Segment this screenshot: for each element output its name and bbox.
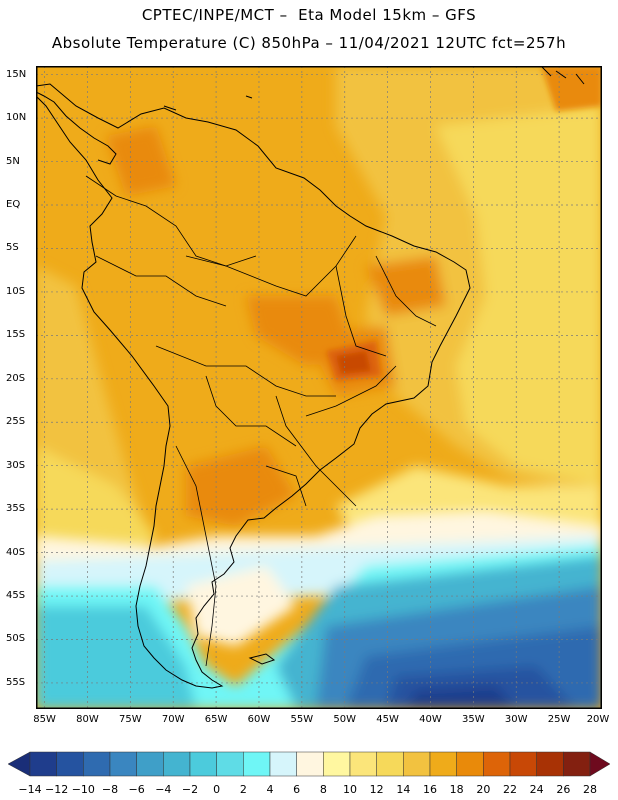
lon-label: 30W [504,714,528,725]
colorbar-high-arrow [589,751,611,777]
central-america-outline [36,91,117,165]
colorbar-swatch [456,751,484,777]
country-borders [85,175,437,667]
colorbar-swatch [216,751,244,777]
colorbar-swatch [269,751,297,777]
field-yellow-band [36,446,156,566]
lon-label: 80W [76,714,99,725]
lat-label: 5N [6,155,20,167]
lat-label: 10S [6,285,26,297]
lon-label: 70W [161,714,185,725]
colorbar-swatch [349,751,377,777]
chart-subtitle: Absolute Temperature (C) 850hPa – 11/04/… [51,34,567,52]
colorbar-label: 16 [423,783,437,796]
colorbar-label: 0 [213,783,221,796]
caribbean-islands [163,66,585,111]
lat-label: 15N [6,68,27,80]
colorbar-swatch [376,751,404,777]
colorbar-label: −4 [155,783,172,796]
field-blue4-band [406,686,516,709]
lat-label: EQ [6,199,21,211]
colorbar-swatch [189,751,217,777]
colorbar-label: 12 [369,783,384,796]
colorbar-swatch [403,751,431,777]
field-hot-northeast [366,256,446,316]
lon-label: 75W [119,714,142,725]
chart-title: CPTEC/INPE/MCT – Eta Model 15km – GFS [141,6,477,24]
lat-label: 55S [6,676,26,688]
lat-label: 30S [6,459,26,471]
lat-label: 40S [6,546,26,558]
lat-label: 15S [6,329,26,341]
field-hot-venezuela [106,126,176,196]
lon-label: 25W [547,714,571,725]
lon-label: 20W [586,714,610,725]
colorbar-label: 18 [449,783,464,796]
lon-label: 85W [33,714,56,725]
colorbar-label: −8 [101,783,119,796]
colorbar-swatch [29,751,57,777]
lon-label: 50W [333,714,357,725]
colorbar-swatch [109,751,137,777]
field-hot-south [186,446,296,526]
colorbar-swatch [323,751,351,777]
colorbar-label: 26 [556,783,571,796]
map-canvas [36,66,602,709]
colorbar-low-arrow [7,751,31,777]
field-hot-caribbean [541,66,602,111]
colorbar-label: 14 [396,783,411,796]
lon-label: 55W [290,714,314,725]
colorbar-swatch [56,751,84,777]
lon-label: 60W [247,714,271,725]
colorbar-swatch [483,751,511,777]
lat-label: 5S [6,242,19,254]
map-grid [36,66,602,709]
lat-label: 10N [6,112,27,124]
colorbar-swatch [563,751,591,777]
colorbar-label: −10 [71,783,95,796]
lon-label: 45W [376,714,399,725]
falklands-outline [248,653,276,665]
colorbar-label: −6 [128,783,145,796]
colorbar-swatch [243,751,271,777]
colorbar [7,751,611,777]
lat-label: 45S [6,590,26,602]
field-patagonia-cream [186,566,296,646]
colorbar-label: −14 [18,783,42,796]
south-america-outline [36,83,471,689]
colorbar-swatch [83,751,111,777]
colorbar-label: 4 [266,783,274,796]
lon-label: 65W [204,714,228,725]
temperature-map [36,66,602,709]
colorbar-label: 2 [239,783,247,796]
lon-label: 40W [419,714,442,725]
lat-label: 35S [6,503,26,515]
lat-label: 50S [6,633,26,645]
lat-label: 25S [6,416,26,428]
map-border [36,66,602,709]
field-atlantic-yellow [436,106,602,486]
colorbar-label: −2 [181,783,199,796]
colorbar-swatch [509,751,537,777]
colorbar-swatch [136,751,164,777]
colorbar-label: −12 [45,783,69,796]
lat-label: 20S [6,372,26,384]
colorbar-label: 20 [476,783,491,796]
colorbar-swatch [429,751,457,777]
lon-label: 35W [462,714,485,725]
colorbar-swatch [296,751,324,777]
colorbar-label: 28 [583,783,597,796]
colorbar-label: 6 [293,783,301,796]
colorbar-swatch [536,751,564,777]
colorbar-label: 22 [503,783,517,796]
colorbar-label: 24 [529,783,544,796]
colorbar-label: 10 [343,783,357,796]
colorbar-swatch [163,751,191,777]
colorbar-label: 8 [319,783,327,796]
